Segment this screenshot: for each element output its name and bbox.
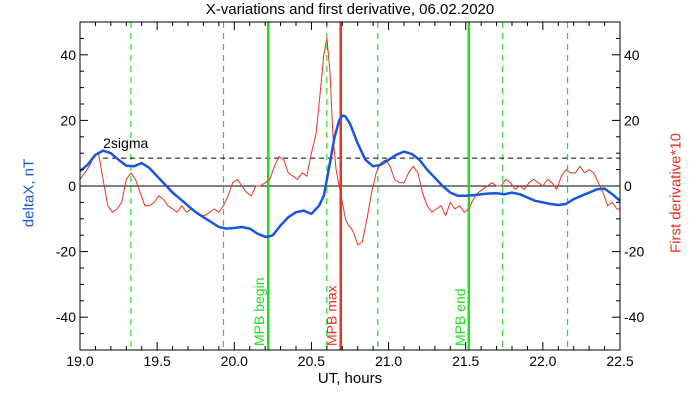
x-axis-label: UT, hours xyxy=(317,370,383,387)
data-series xyxy=(79,37,621,246)
y-tick-label-left: 0 xyxy=(68,178,76,194)
threshold-label: 2sigma xyxy=(103,135,148,151)
x-tick-label: 21.0 xyxy=(375,353,402,369)
chart-annotations: 19.0 19.5 20.0 20.5 21.0 21.5 22.0 22.5 40 40 20 20… xyxy=(56,47,645,369)
chart-title: X-variations and first derivative, 06.02… xyxy=(205,1,495,18)
y-tick-label-left: -40 xyxy=(56,309,76,325)
mpb-line-label: MPB begin xyxy=(251,278,267,346)
x-tick-label: 19.0 xyxy=(66,353,93,369)
x-tick-label: 22.0 xyxy=(529,353,556,369)
mpb-lines: MPB begin MPB max MPB end xyxy=(251,22,471,350)
y-tick-label-right: 40 xyxy=(624,47,640,63)
y-tick-label-right: 20 xyxy=(624,112,640,128)
x-tick-label: 19.5 xyxy=(144,353,171,369)
y-tick-label-right: -20 xyxy=(624,244,644,260)
x-tick-label: 20.5 xyxy=(298,353,325,369)
x-tick-label: 20.0 xyxy=(221,353,248,369)
axes xyxy=(79,21,621,351)
x-tick-label: 21.5 xyxy=(452,353,479,369)
mpb-line-label: MPB max xyxy=(324,285,340,346)
x-tick-label: 22.5 xyxy=(606,353,633,369)
y-tick-label-left: -20 xyxy=(56,244,76,260)
derivative-series-line xyxy=(79,37,620,246)
y-axis-label-left: deltaX, nT xyxy=(20,158,38,228)
mpb-line-label: MPB end xyxy=(452,288,468,346)
y-axis-label-right: First derivative*10 xyxy=(667,132,685,254)
chart-guides: 2sigma xyxy=(80,22,620,350)
deltax-series-line xyxy=(79,114,621,239)
y-tick-label-right: 0 xyxy=(624,178,632,194)
y-tick-label-left: 20 xyxy=(60,112,76,128)
y-tick-label-left: 40 xyxy=(60,47,76,63)
y-tick-label-right: -40 xyxy=(624,309,644,325)
